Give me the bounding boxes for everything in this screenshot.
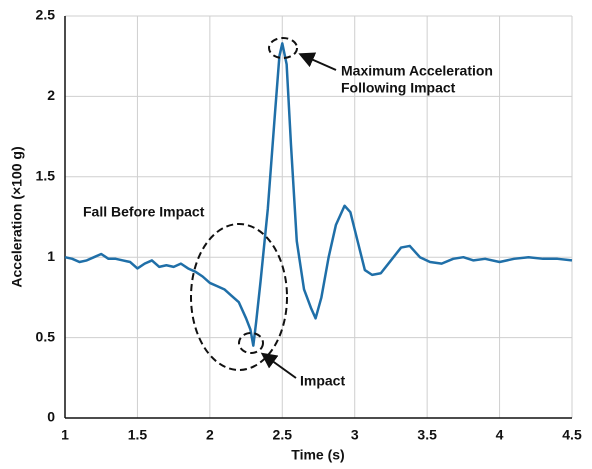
x-tick-label: 4	[496, 427, 504, 443]
y-tick-label: 0.5	[36, 328, 56, 344]
y-tick-label: 2	[47, 87, 55, 103]
impact-ellipse	[238, 332, 264, 354]
x-tick-label: 4.5	[562, 427, 582, 443]
x-tick-label: 2	[206, 427, 214, 443]
x-tick-label: 3.5	[417, 427, 437, 443]
y-tick-label: 1	[47, 248, 55, 264]
fall-ellipse	[190, 223, 288, 371]
impact-annotation: Impact	[300, 373, 345, 389]
y-tick-label: 0	[47, 409, 55, 425]
peak-arrow	[298, 52, 337, 71]
impact-arrow	[260, 352, 297, 379]
y-tick-label: 1.5	[36, 168, 56, 184]
peak-annotation: Following Impact	[341, 80, 456, 96]
y-axis-label: Acceleration (×100 g)	[9, 146, 25, 287]
x-tick-label: 2.5	[273, 427, 293, 443]
x-tick-label: 3	[351, 427, 359, 443]
x-tick-label: 1.5	[128, 427, 148, 443]
peak-ellipse	[268, 37, 298, 59]
data-line	[64, 42, 573, 347]
x-axis-label: Time (s)	[291, 447, 344, 463]
y-tick-label: 2.5	[36, 7, 56, 23]
fall-annotation: Fall Before Impact	[83, 204, 205, 220]
peak-annotation: Maximum Acceleration	[341, 63, 493, 79]
x-tick-label: 1	[61, 427, 69, 443]
